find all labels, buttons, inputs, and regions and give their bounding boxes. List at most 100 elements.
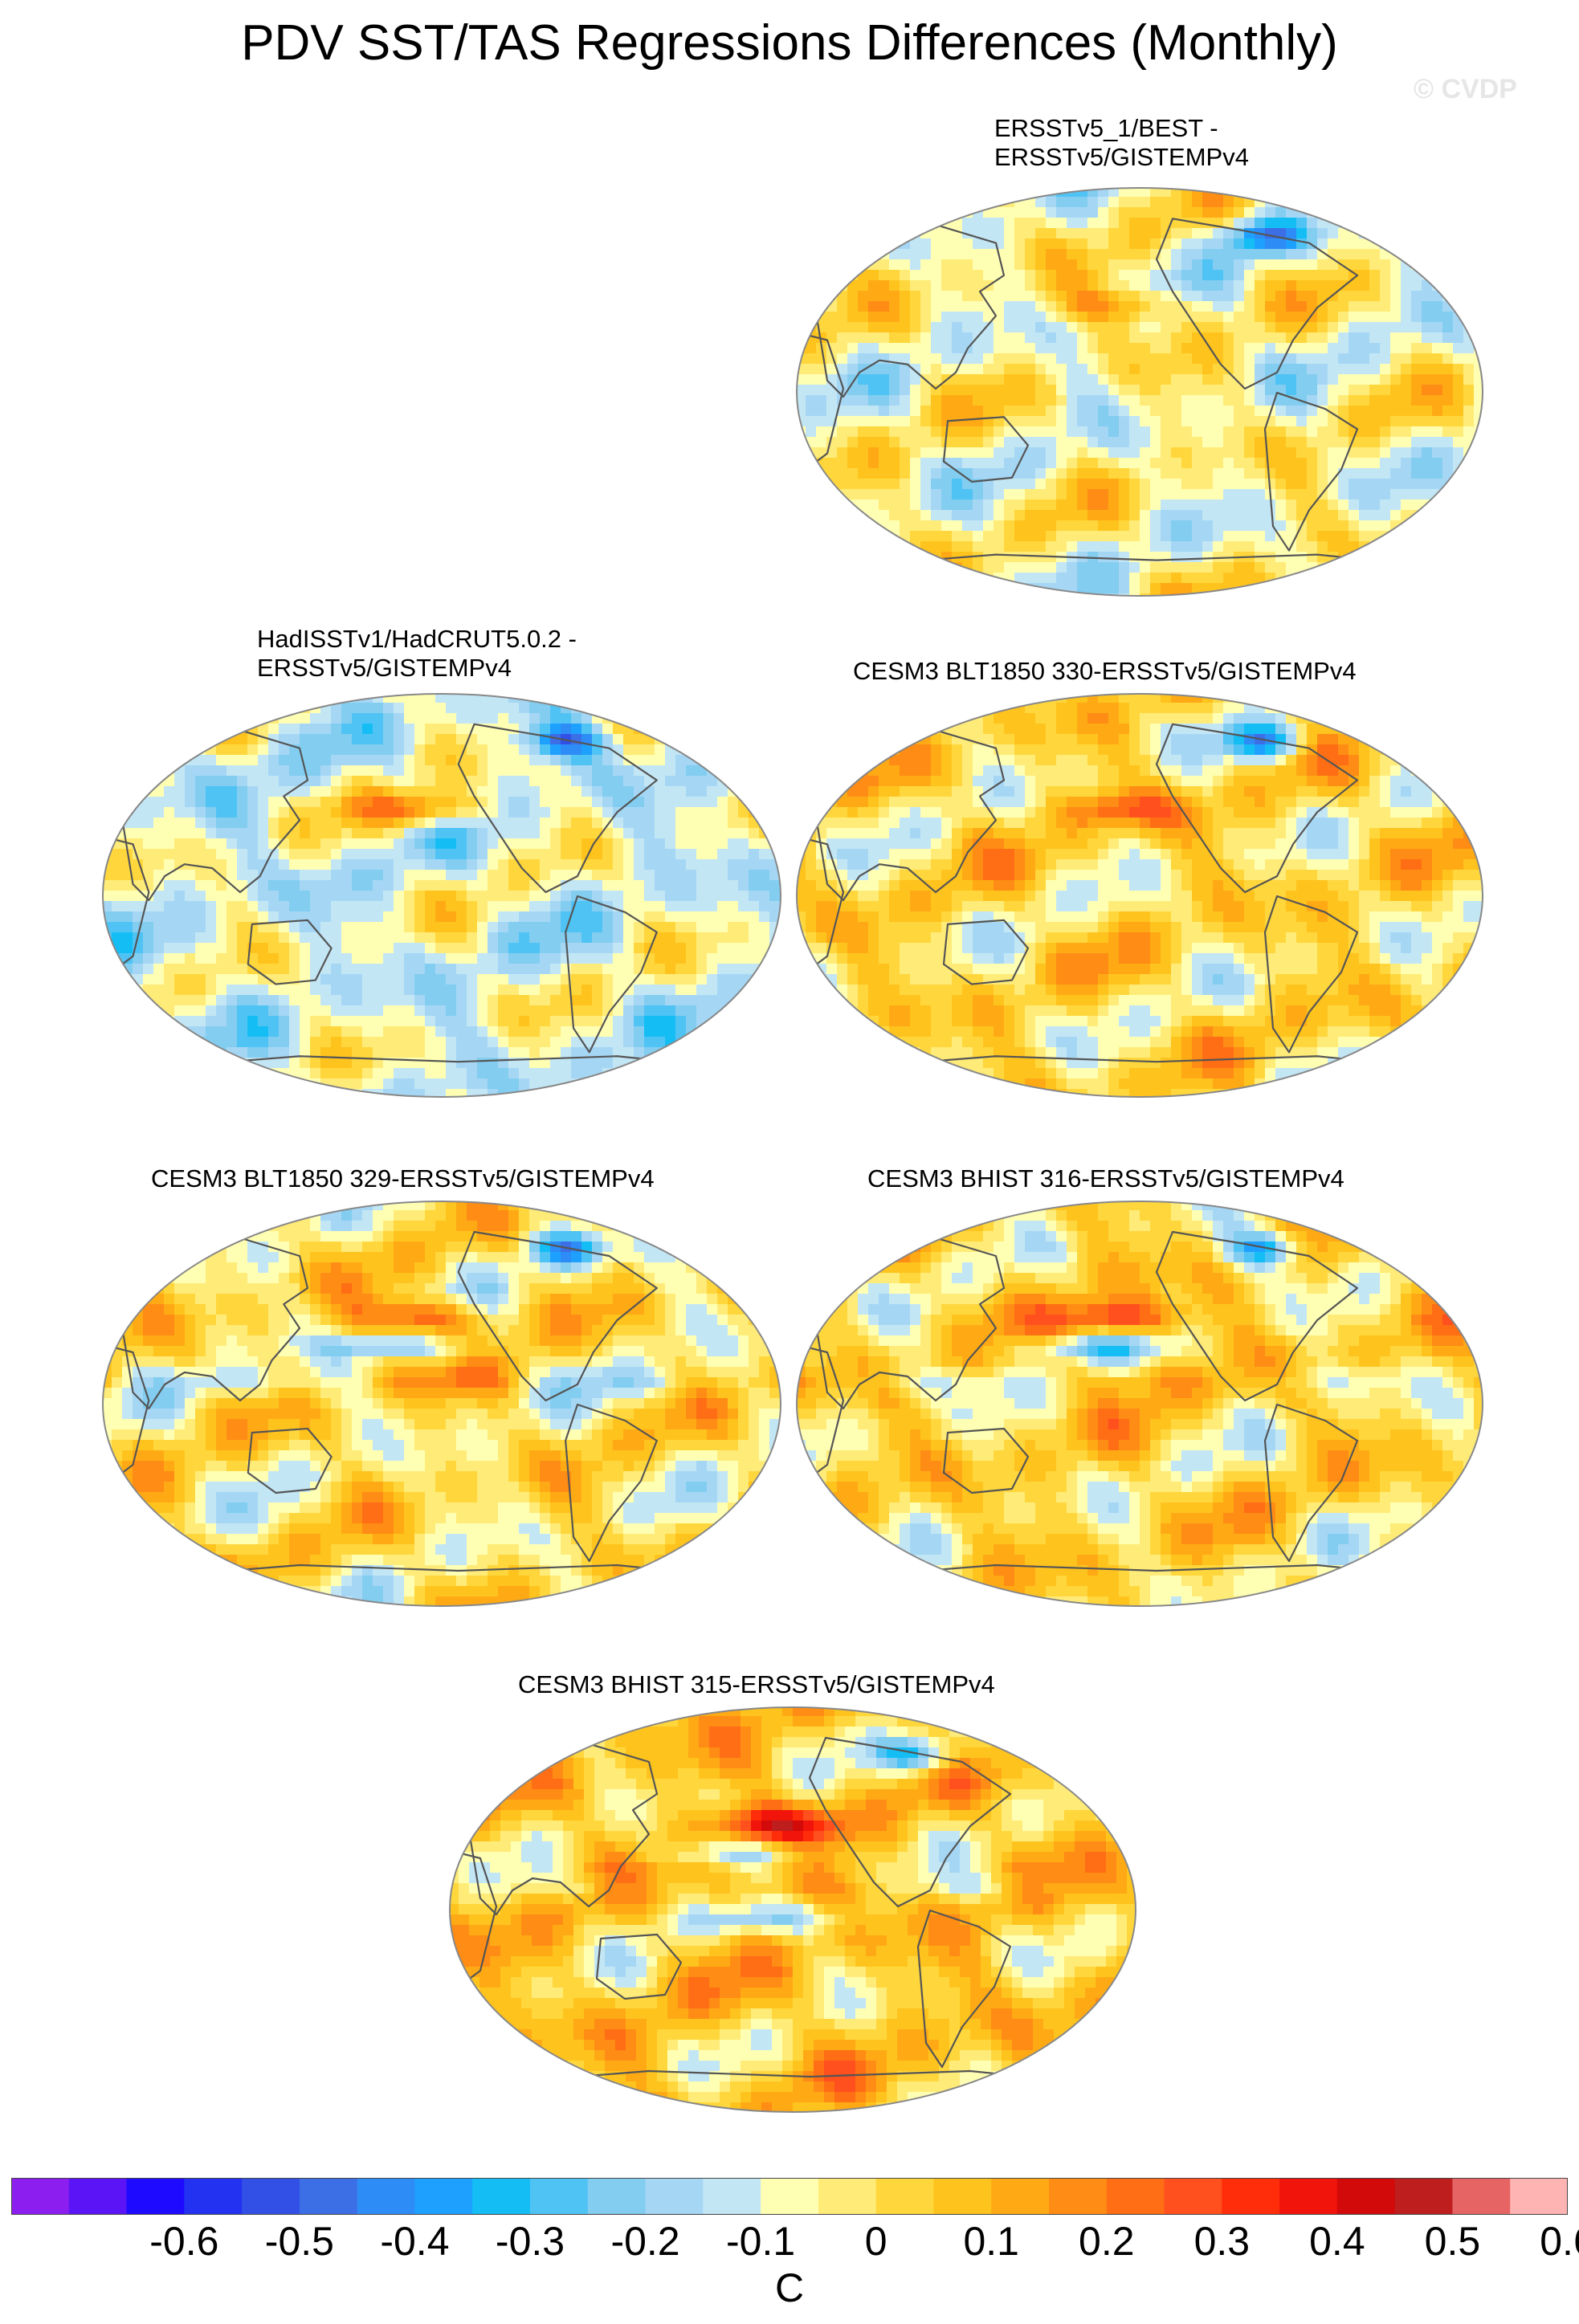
- map-cell: [247, 901, 259, 912]
- map-cell: [341, 713, 353, 724]
- map-cell: [362, 1005, 373, 1017]
- map-cell: [498, 1026, 509, 1038]
- map-cell: [456, 786, 467, 797]
- map-cell: [258, 849, 269, 860]
- map-cell: [467, 776, 478, 787]
- map-cell: [889, 249, 900, 260]
- map-cell: [362, 755, 373, 766]
- map-cell: [508, 724, 520, 735]
- map-cell: [1014, 520, 1026, 532]
- map-cell: [868, 520, 879, 532]
- map-cell: [769, 724, 781, 735]
- map-cell: [216, 932, 227, 944]
- map-cell: [826, 406, 838, 417]
- map-cell: [195, 1026, 206, 1038]
- map-cell: [414, 828, 426, 839]
- map-cell: [331, 859, 342, 870]
- map-cell: [973, 468, 984, 479]
- map-cell: [952, 301, 963, 312]
- map-cell: [707, 838, 718, 850]
- map-cell: [550, 828, 561, 839]
- map-cell: [1359, 270, 1370, 281]
- map-cell: [320, 828, 332, 839]
- map-cell: [1244, 416, 1255, 427]
- map-cell: [1234, 426, 1245, 438]
- map-cell: [394, 922, 405, 933]
- map-cell: [1401, 437, 1412, 448]
- map-cell: [1004, 479, 1015, 490]
- map-cell: [1025, 510, 1036, 521]
- map-cell: [373, 870, 384, 881]
- map-cell: [602, 703, 614, 714]
- map-cell: [383, 964, 394, 975]
- map-cell: [889, 291, 900, 302]
- map-cell: [185, 734, 196, 745]
- map-cell: [289, 901, 300, 912]
- map-cell: [404, 901, 415, 912]
- map-cell: [900, 573, 911, 584]
- map-cell: [941, 291, 953, 302]
- map-cell: [1380, 249, 1391, 260]
- map-cell: [540, 776, 551, 787]
- map-cell: [1014, 364, 1026, 375]
- map-cell: [1307, 520, 1318, 532]
- map-cell: [1265, 468, 1276, 479]
- map-cell: [900, 228, 911, 239]
- map-cell: [1307, 479, 1318, 490]
- map-cell: [1213, 447, 1224, 459]
- map-cell: [488, 964, 499, 975]
- map-cell: [973, 406, 984, 417]
- map-cell: [122, 859, 133, 870]
- map-cell: [613, 932, 624, 944]
- map-cell: [268, 724, 279, 735]
- map-cell: [780, 713, 781, 724]
- map-cell: [920, 239, 932, 250]
- map-cell: [1213, 552, 1224, 563]
- map-cell: [352, 932, 363, 944]
- map-cell: [320, 776, 332, 787]
- map-cell: [728, 838, 739, 850]
- map-cell: [394, 974, 405, 985]
- map-cell: [1129, 573, 1140, 584]
- map-cell: [1046, 458, 1057, 469]
- map-cell: [1140, 322, 1151, 333]
- map-cell: [1129, 197, 1140, 208]
- map-cell: [920, 259, 932, 271]
- map-cell: [1192, 259, 1203, 271]
- map-cell: [826, 573, 838, 584]
- map-cell: [602, 974, 614, 985]
- map-cell: [592, 807, 603, 818]
- map-cell: [1213, 374, 1224, 385]
- map-cell: [1453, 385, 1464, 396]
- map-cell: [1025, 322, 1036, 333]
- map-cell: [133, 911, 144, 923]
- map-cell: [195, 734, 206, 745]
- map-cell: [237, 891, 248, 902]
- map-cell: [1192, 573, 1203, 584]
- map-cell: [837, 510, 848, 521]
- panel-title-0: ERSSTv5_1/BEST - ERSSTv5/GISTEMPv4: [994, 114, 1249, 172]
- map-cell: [1286, 458, 1297, 469]
- map-cell: [206, 1026, 217, 1038]
- map-cell: [879, 458, 890, 469]
- map-cell: [623, 964, 634, 975]
- map-cell: [1369, 312, 1381, 323]
- map-cell: [383, 817, 394, 829]
- map-cell: [797, 510, 806, 521]
- map-cell: [983, 291, 994, 302]
- map-cell: [644, 1037, 655, 1048]
- map-cell: [738, 765, 749, 777]
- map-cell: [1108, 270, 1120, 281]
- map-cell: [1067, 541, 1078, 552]
- map-cell: [675, 797, 687, 808]
- map-cell: [1150, 573, 1161, 584]
- map-cell: [1192, 458, 1203, 469]
- map-cell: [1348, 249, 1360, 260]
- map-cell: [900, 270, 911, 281]
- map-cell: [900, 583, 911, 594]
- map-cell: [341, 765, 353, 777]
- map-cell: [952, 489, 963, 500]
- map-cell: [174, 922, 186, 933]
- map-cell: [769, 995, 781, 1006]
- map-cell: [1338, 301, 1349, 312]
